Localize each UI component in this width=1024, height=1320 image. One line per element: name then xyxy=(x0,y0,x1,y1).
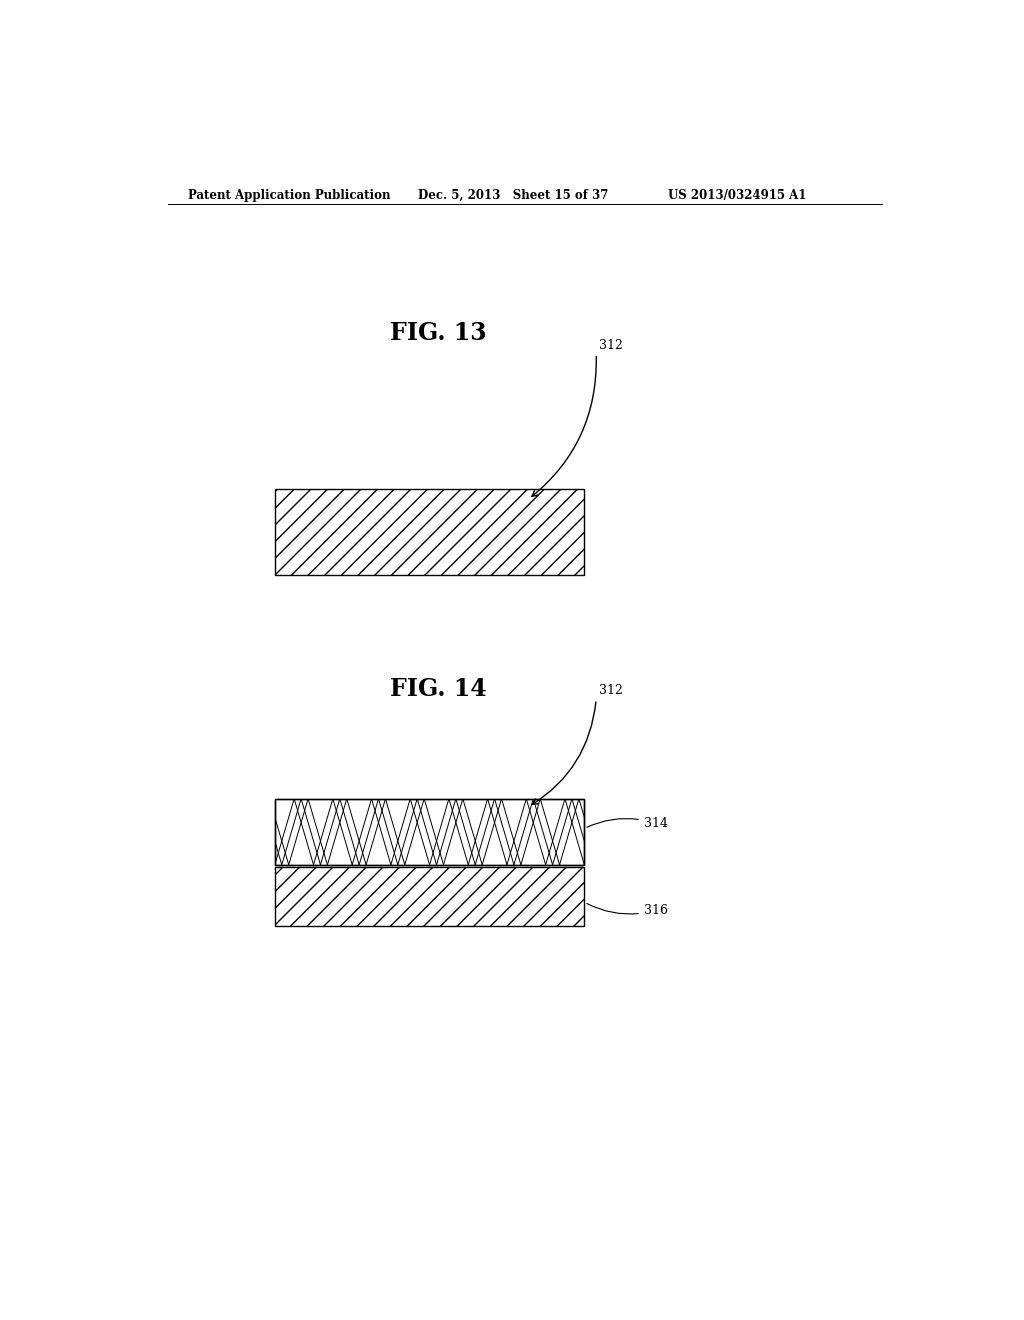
Text: Dec. 5, 2013   Sheet 15 of 37: Dec. 5, 2013 Sheet 15 of 37 xyxy=(418,189,608,202)
Bar xyxy=(274,799,585,865)
Text: US 2013/0324915 A1: US 2013/0324915 A1 xyxy=(668,189,806,202)
Bar xyxy=(274,799,585,865)
Text: 316: 316 xyxy=(587,903,668,917)
Text: 312: 312 xyxy=(599,338,624,351)
Bar xyxy=(274,799,585,865)
Text: FIG. 13: FIG. 13 xyxy=(390,321,486,345)
Text: Patent Application Publication: Patent Application Publication xyxy=(187,189,390,202)
Bar xyxy=(274,867,585,925)
Text: 314: 314 xyxy=(587,817,668,830)
Text: 312: 312 xyxy=(599,684,624,697)
Text: FIG. 14: FIG. 14 xyxy=(390,677,486,701)
Bar xyxy=(274,488,585,576)
